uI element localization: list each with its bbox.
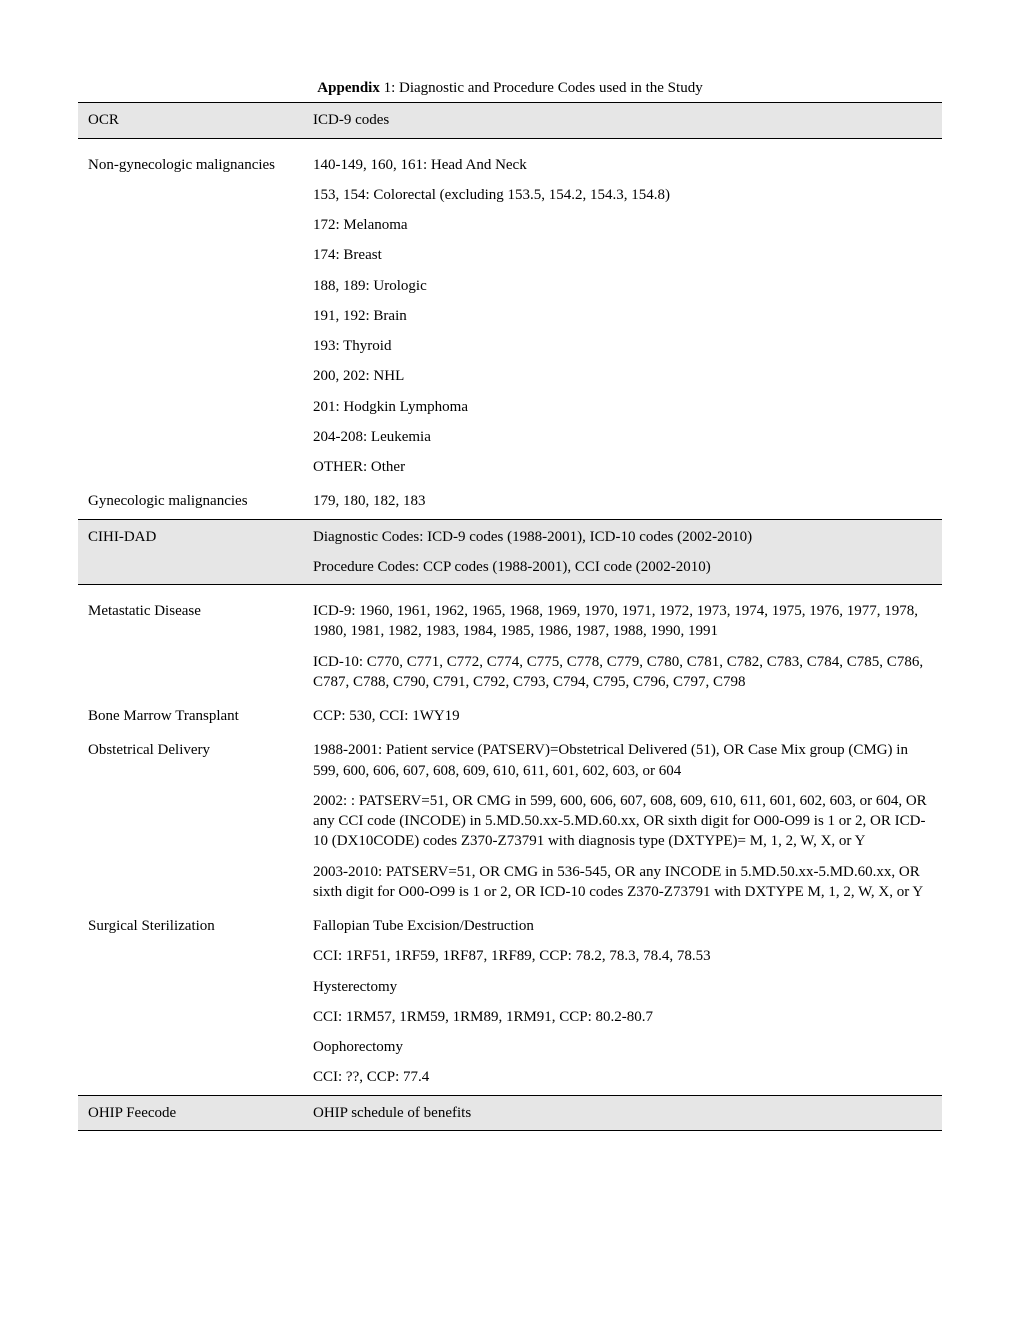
title-rest: 1: Diagnostic and Procedure Codes used i…	[380, 80, 703, 96]
row-label: Surgical Sterilization	[78, 909, 303, 1095]
section-header-right: Diagnostic Codes: ICD-9 codes (1988-2001…	[303, 519, 942, 585]
header-right-line: Procedure Codes: CCP codes (1988-2001), …	[313, 557, 932, 577]
row-content: ICD-9: 1960, 1961, 1962, 1965, 1968, 196…	[303, 585, 942, 700]
row-content-line: 193: Thyroid	[313, 336, 932, 356]
appendix-title: Appendix 1: Diagnostic and Procedure Cod…	[78, 78, 942, 98]
section-header-right: ICD-9 codes	[303, 103, 942, 138]
row-label: Metastatic Disease	[78, 585, 303, 700]
section-header-row: CIHI-DAD Diagnostic Codes: ICD-9 codes (1…	[78, 519, 942, 585]
row-content: 1988-2001: Patient service (PATSERV)=Obs…	[303, 733, 942, 909]
row-content-line: 2002: : PATSERV=51, OR CMG in 599, 600, …	[313, 791, 932, 852]
table-row: Surgical SterilizationFallopian Tube Exc…	[78, 909, 942, 1095]
row-content-line: CCI: ??, CCP: 77.4	[313, 1067, 932, 1087]
row-label: Non-gynecologic malignancies	[78, 138, 303, 484]
row-content-line: 201: Hodgkin Lymphoma	[313, 397, 932, 417]
row-content-line: ICD-10: C770, C771, C772, C774, C775, C7…	[313, 652, 932, 693]
table-row: Bone Marrow Transplant CCP: 530, CCI: 1WY…	[78, 699, 942, 733]
row-content-line: CCI: 1RF51, 1RF59, 1RF87, 1RF89, CCP: 78…	[313, 946, 932, 966]
row-content-line: Hysterectomy	[313, 977, 932, 997]
row-label: Bone Marrow Transplant	[78, 699, 303, 733]
section-header-right: OHIP schedule of benefits	[303, 1095, 942, 1130]
row-content-line: 2003-2010: PATSERV=51, OR CMG in 536-545…	[313, 862, 932, 903]
header-right-line: Diagnostic Codes: ICD-9 codes (1988-2001…	[313, 527, 932, 547]
row-content-line: Oophorectomy	[313, 1037, 932, 1057]
title-prefix: Appendix	[317, 80, 380, 96]
section-header-row: OCRICD-9 codes	[78, 103, 942, 138]
row-content: 179, 180, 182, 183	[303, 484, 942, 519]
row-content-line: CCP: 530, CCI: 1WY19	[313, 706, 932, 726]
row-content-line: CCI: 1RM57, 1RM59, 1RM89, 1RM91, CCP: 80…	[313, 1007, 932, 1027]
row-content-line: ICD-9: 1960, 1961, 1962, 1965, 1968, 196…	[313, 601, 932, 642]
table-row: Obstetrical Delivery1988-2001: Patient s…	[78, 733, 942, 909]
row-content-line: 188, 189: Urologic	[313, 276, 932, 296]
row-content-line: 191, 192: Brain	[313, 306, 932, 326]
row-label: Obstetrical Delivery	[78, 733, 303, 909]
row-content-line: 200, 202: NHL	[313, 366, 932, 386]
row-content: Fallopian Tube Excision/Destruction CCI: …	[303, 909, 942, 1095]
row-label: Gynecologic malignancies	[78, 484, 303, 519]
section-header-row: OHIP FeecodeOHIP schedule of benefits	[78, 1095, 942, 1130]
row-content-line: 1988-2001: Patient service (PATSERV)=Obs…	[313, 740, 932, 781]
row-content-line: 153, 154: Colorectal (excluding 153.5, 1…	[313, 185, 932, 205]
row-content-line: 174: Breast	[313, 245, 932, 265]
row-content-line: OTHER: Other	[313, 457, 932, 477]
row-content-line: 172: Melanoma	[313, 215, 932, 235]
row-content: CCP: 530, CCI: 1WY19	[303, 699, 942, 733]
table-row: Non-gynecologic malignancies140-149, 160…	[78, 138, 942, 484]
row-content: 140-149, 160, 161: Head And Neck 153, 154…	[303, 138, 942, 484]
section-header-left: CIHI-DAD	[78, 519, 303, 585]
row-content-line: Fallopian Tube Excision/Destruction	[313, 916, 932, 936]
table-row: Gynecologic malignancies 179, 180, 182, 1…	[78, 484, 942, 519]
row-content-line: 204-208: Leukemia	[313, 427, 932, 447]
codes-table: OCRICD-9 codesNon-gynecologic malignanci…	[78, 102, 942, 1131]
section-header-left: OHIP Feecode	[78, 1095, 303, 1130]
row-content-line: 140-149, 160, 161: Head And Neck	[313, 155, 932, 175]
row-content-line: 179, 180, 182, 183	[313, 491, 932, 511]
section-header-left: OCR	[78, 103, 303, 138]
table-row: Metastatic DiseaseICD-9: 1960, 1961, 196…	[78, 585, 942, 700]
